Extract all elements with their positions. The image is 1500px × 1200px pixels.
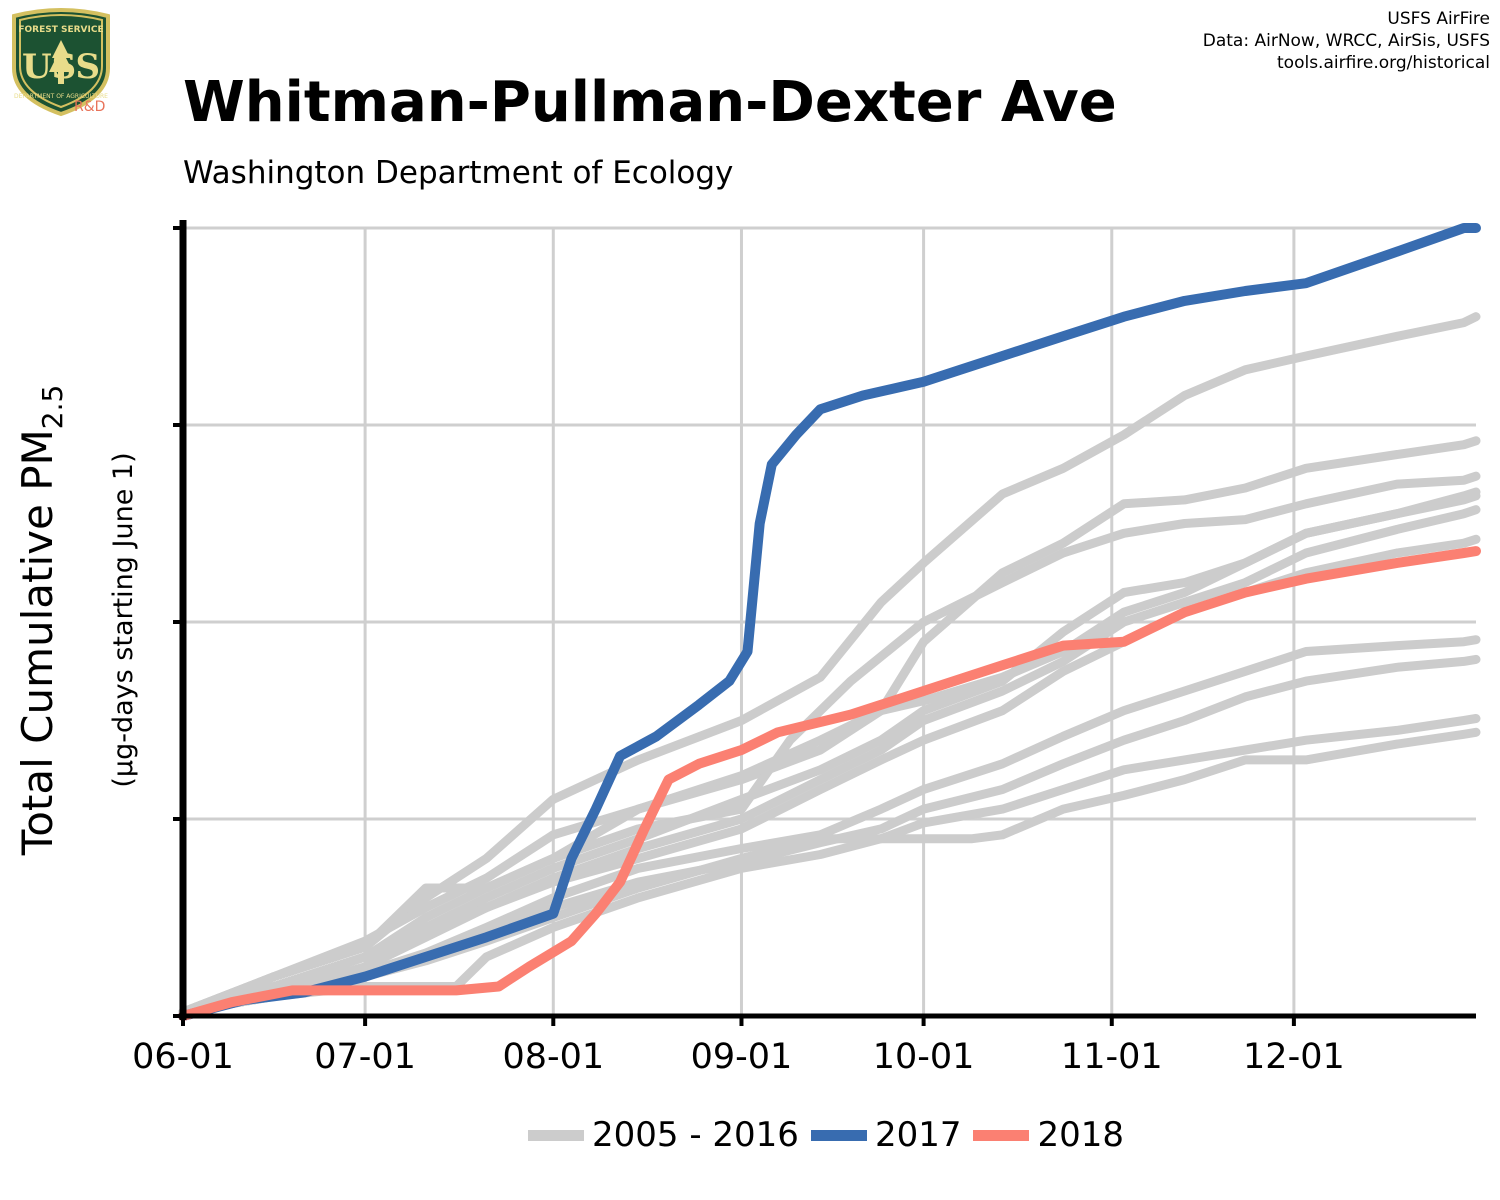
series-line-2018 (178, 546, 1481, 1021)
legend-label-history: 2005 - 2016 (592, 1115, 799, 1155)
legend-swatch-2017 (810, 1129, 867, 1141)
highlight-lines (178, 223, 1481, 1021)
y-axis-labels: Total Cumulative PM2.5 (µg-days starting… (13, 385, 139, 857)
axes (173, 220, 1476, 1026)
legend-item-2017: 2017 (810, 1115, 962, 1155)
credit-line-2: Data: AirNow, WRCC, AirSis, USFS (1202, 31, 1490, 51)
x-tick-label-6: 12-01 (1243, 1037, 1345, 1077)
x-tick-label-4: 10-01 (873, 1037, 975, 1077)
legend-label-2017: 2017 (874, 1115, 962, 1155)
y-axis-label-main: Total Cumulative PM (13, 429, 62, 856)
history-line-11 (178, 491, 1481, 1017)
legend-label-2018: 2018 (1037, 1115, 1125, 1155)
credit-line-3: tools.airfire.org/historical (1277, 53, 1490, 73)
credit-line-1: USFS AirFire (1387, 9, 1490, 29)
x-tick-label-2: 08-01 (502, 1037, 604, 1077)
y-axis-sublabel: (µg-days starting June 1) (108, 452, 139, 787)
legend-item-history: 2005 - 2016 (528, 1115, 799, 1155)
logo-text-bottom: DEPARTMENT OF AGRICULTURE (14, 93, 108, 100)
history-line-3 (178, 471, 1481, 1017)
legend: 2005 - 2016 2017 2018 (0, 1112, 1500, 1162)
x-tick-label-1: 07-01 (314, 1037, 416, 1077)
credits: USFS AirFire Data: AirNow, WRCC, AirSis,… (1203, 8, 1490, 74)
history-line-2 (178, 436, 1481, 1017)
usfs-shield-icon: FOREST SERVICE USS DEPARTMENT OF AGRICUL… (12, 8, 110, 117)
legend-item-2018: 2018 (973, 1115, 1124, 1155)
chart-subtitle: Washington Department of Ecology (183, 155, 734, 191)
x-tick-label-0: 06-01 (132, 1037, 234, 1077)
history-lines (178, 312, 1481, 1017)
legend-swatch-history (528, 1129, 584, 1141)
logo-rd-label: R&D (74, 99, 106, 115)
x-tick-labels: 06-01 07-01 08-01 09-01 10-01 11-01 12-01 (132, 1037, 1345, 1077)
chart-title: Whitman-Pullman-Dexter Ave (183, 70, 1117, 135)
y-axis-label-subscript: 2.5 (36, 385, 69, 430)
y-axis-label: Total Cumulative PM2.5 (13, 385, 69, 857)
x-tick-label-3: 09-01 (691, 1037, 793, 1077)
history-line-9 (178, 714, 1481, 1017)
history-line-1 (178, 312, 1481, 1017)
legend-swatch-2018 (973, 1129, 1030, 1141)
x-tick-label-5: 11-01 (1061, 1037, 1163, 1077)
grid (181, 226, 1476, 1018)
usfs-logo: FOREST SERVICE USS DEPARTMENT OF AGRICUL… (6, 6, 116, 118)
logo-text-top: FOREST SERVICE (18, 25, 103, 35)
series-line-2017 (178, 223, 1481, 1021)
